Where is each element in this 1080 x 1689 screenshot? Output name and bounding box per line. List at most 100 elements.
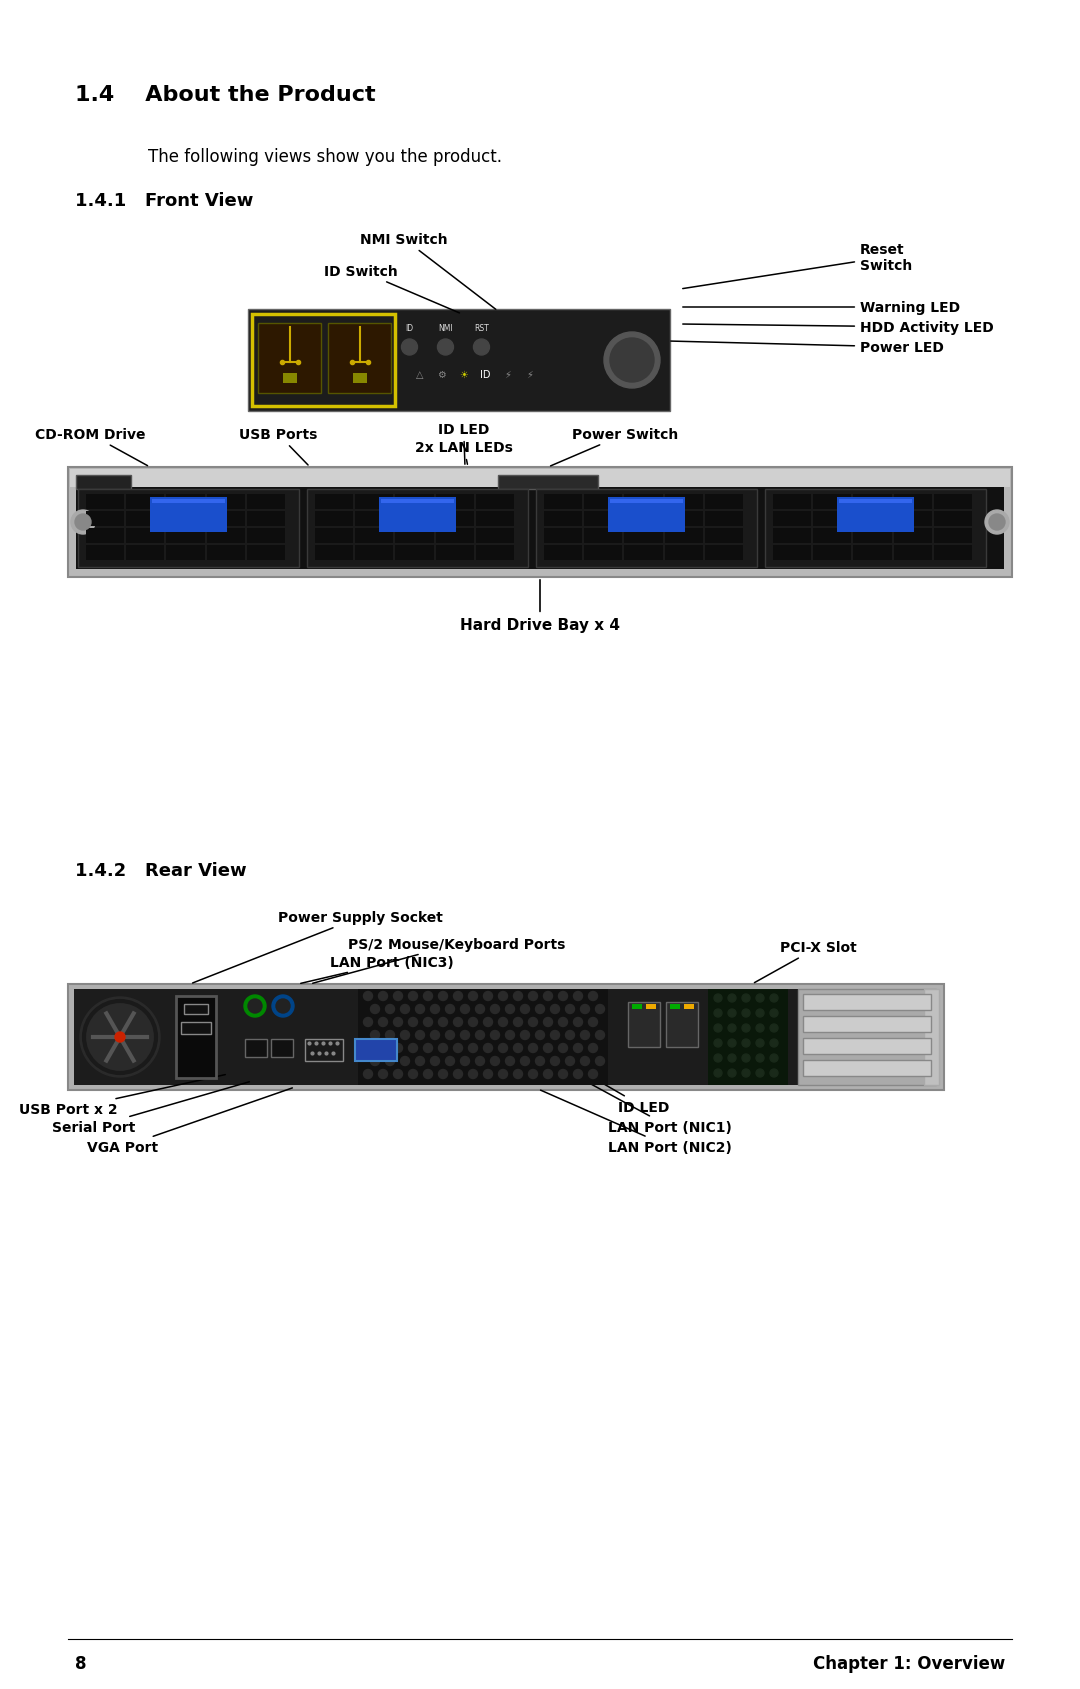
Bar <box>395 512 433 527</box>
Text: RST: RST <box>474 324 489 333</box>
Circle shape <box>756 995 764 1002</box>
Circle shape <box>589 1044 597 1052</box>
Circle shape <box>521 1057 529 1066</box>
Circle shape <box>513 1069 523 1079</box>
Text: Chapter 1: Overview: Chapter 1: Overview <box>813 1654 1005 1672</box>
Circle shape <box>378 1044 388 1052</box>
Bar <box>708 990 788 1086</box>
Bar <box>804 1061 931 1076</box>
Circle shape <box>543 1018 553 1027</box>
Bar <box>839 500 913 503</box>
Circle shape <box>469 1044 477 1052</box>
Circle shape <box>770 1010 778 1017</box>
Bar <box>666 1002 698 1047</box>
Circle shape <box>566 1057 575 1066</box>
Text: HDD Activity LED: HDD Activity LED <box>683 321 994 334</box>
Circle shape <box>473 339 489 356</box>
Circle shape <box>393 1018 403 1027</box>
Text: Power LED: Power LED <box>671 341 944 355</box>
Circle shape <box>756 1054 764 1062</box>
Text: Hard Drive Bay x 4: Hard Drive Bay x 4 <box>460 581 620 633</box>
Bar <box>853 529 892 544</box>
Bar <box>166 495 204 510</box>
Bar <box>126 546 164 561</box>
Circle shape <box>742 1010 750 1017</box>
Text: ID Switch: ID Switch <box>324 265 459 314</box>
Text: VGA Port: VGA Port <box>86 1088 293 1154</box>
Circle shape <box>401 1057 409 1066</box>
Bar <box>315 512 353 527</box>
Bar <box>624 529 663 544</box>
Bar <box>584 546 622 561</box>
Circle shape <box>521 1005 529 1013</box>
Bar <box>86 512 124 527</box>
Circle shape <box>558 1044 567 1052</box>
Bar <box>893 546 932 561</box>
Circle shape <box>484 1018 492 1027</box>
Circle shape <box>401 1005 409 1013</box>
Circle shape <box>454 1044 462 1052</box>
Circle shape <box>742 1054 750 1062</box>
Text: 1.4    About the Product: 1.4 About the Product <box>75 84 376 105</box>
Circle shape <box>393 991 403 1002</box>
Bar <box>773 495 811 510</box>
Circle shape <box>521 1030 529 1040</box>
Circle shape <box>595 1030 605 1040</box>
Text: CD-ROM Drive: CD-ROM Drive <box>35 427 148 466</box>
Circle shape <box>499 1044 508 1052</box>
Circle shape <box>528 1018 538 1027</box>
Circle shape <box>438 1018 447 1027</box>
Circle shape <box>742 1025 750 1032</box>
Bar <box>624 546 663 561</box>
Circle shape <box>469 1069 477 1079</box>
Circle shape <box>370 1030 379 1040</box>
Text: USB Port x 2: USB Port x 2 <box>19 1074 226 1116</box>
Circle shape <box>499 1069 508 1079</box>
Bar <box>934 512 972 527</box>
Circle shape <box>454 1018 462 1027</box>
Circle shape <box>499 1018 508 1027</box>
Bar <box>624 512 663 527</box>
Circle shape <box>714 1039 723 1047</box>
Bar <box>86 546 124 561</box>
Circle shape <box>446 1030 455 1040</box>
Circle shape <box>248 1000 262 1013</box>
Bar <box>315 529 353 544</box>
Circle shape <box>595 1057 605 1066</box>
Bar <box>584 529 622 544</box>
Circle shape <box>714 1010 723 1017</box>
Circle shape <box>573 1044 582 1052</box>
Bar <box>934 546 972 561</box>
Circle shape <box>423 1069 432 1079</box>
Bar <box>305 1039 343 1061</box>
Circle shape <box>454 991 462 1002</box>
Bar <box>315 546 353 561</box>
Circle shape <box>728 1039 735 1047</box>
Circle shape <box>393 1044 403 1052</box>
Bar <box>934 495 972 510</box>
Circle shape <box>80 998 160 1078</box>
Bar <box>75 990 939 1086</box>
Bar <box>664 546 703 561</box>
Bar <box>68 985 944 1091</box>
Bar <box>934 529 972 544</box>
Circle shape <box>460 1057 470 1066</box>
Bar <box>355 1039 397 1061</box>
Bar <box>853 512 892 527</box>
Bar <box>610 500 684 503</box>
Circle shape <box>114 1032 125 1042</box>
Circle shape <box>364 991 373 1002</box>
Bar <box>355 546 393 561</box>
Bar <box>166 529 204 544</box>
Bar <box>76 476 131 490</box>
Bar <box>544 512 582 527</box>
Circle shape <box>446 1057 455 1066</box>
Circle shape <box>402 339 418 356</box>
Circle shape <box>454 1069 462 1079</box>
Circle shape <box>595 1005 605 1013</box>
Bar <box>684 1005 694 1010</box>
Bar <box>206 495 245 510</box>
Circle shape <box>469 1018 477 1027</box>
Circle shape <box>446 1005 455 1013</box>
Circle shape <box>370 1005 379 1013</box>
